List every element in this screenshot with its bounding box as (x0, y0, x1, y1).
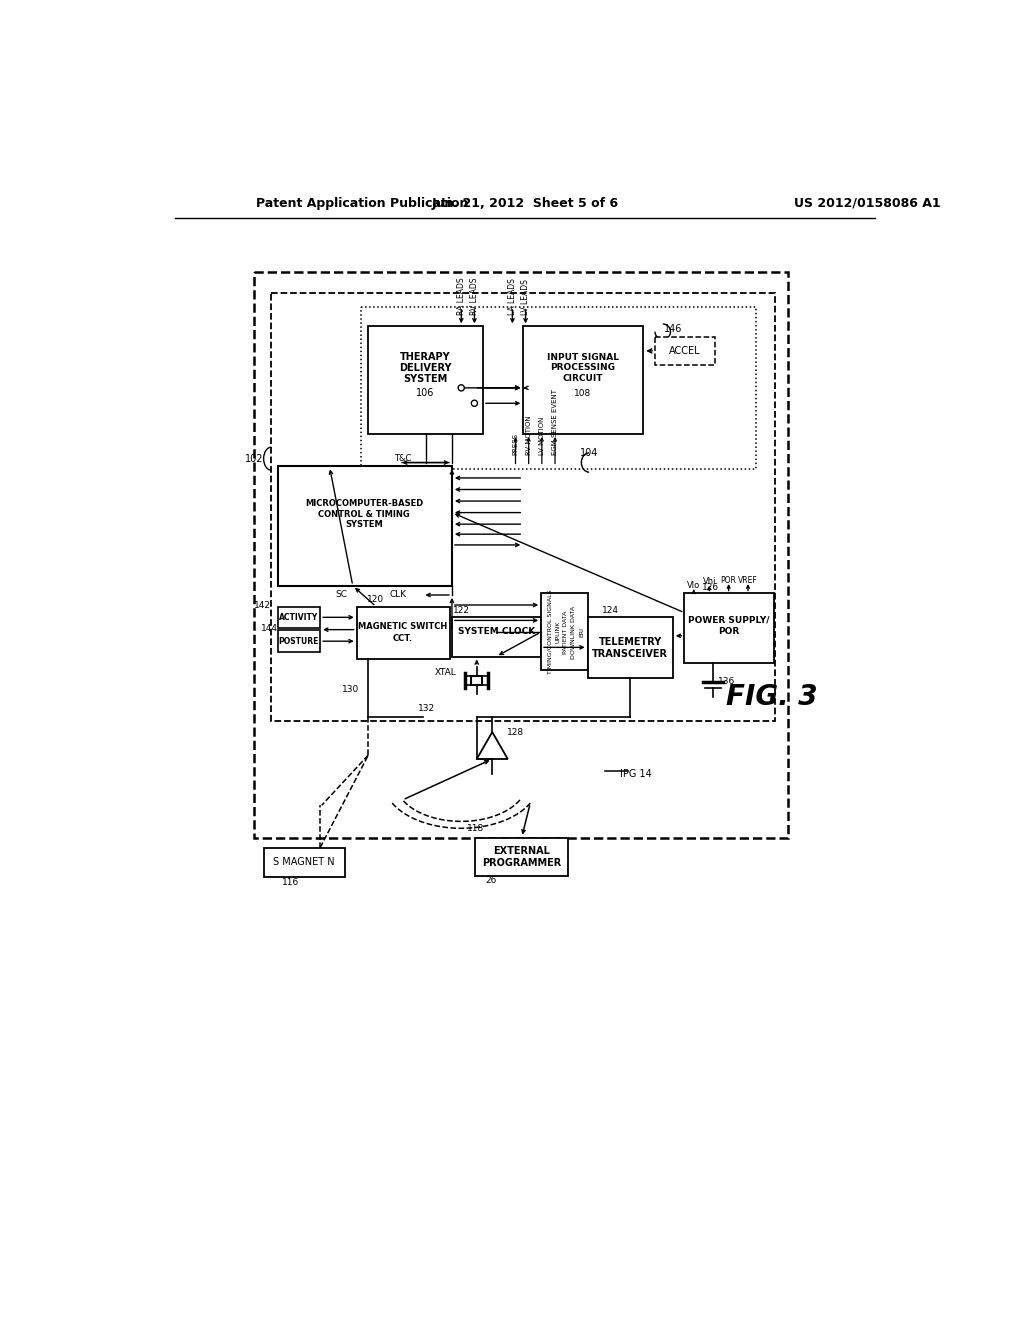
Text: 130: 130 (342, 685, 359, 694)
Text: 146: 146 (664, 325, 682, 334)
Text: ACTIVITY: ACTIVITY (279, 612, 318, 622)
Text: TRANSCEIVER: TRANSCEIVER (592, 648, 669, 659)
Text: RV LEADS: RV LEADS (470, 279, 479, 315)
Text: DOWNLINK DATA: DOWNLINK DATA (571, 606, 577, 659)
Text: THERAPY: THERAPY (400, 352, 451, 362)
Bar (278, 466, 452, 586)
Text: TIMING/CONTROL SIGNALS: TIMING/CONTROL SIGNALS (548, 590, 553, 675)
Bar (655, 337, 716, 364)
Text: RA LEADS: RA LEADS (457, 277, 466, 315)
Text: SYSTEM: SYSTEM (403, 374, 447, 384)
Bar (471, 676, 482, 685)
Text: 120: 120 (368, 595, 385, 605)
Text: IPG 14: IPG 14 (621, 770, 652, 779)
Text: ERI: ERI (579, 627, 584, 638)
Text: 104: 104 (580, 447, 598, 458)
Text: EXTERNAL: EXTERNAL (494, 846, 550, 857)
Text: 108: 108 (574, 389, 592, 397)
Bar (278, 631, 321, 652)
Text: LV LEADS: LV LEADS (521, 280, 530, 315)
Text: Vlo: Vlo (687, 581, 700, 590)
Text: CCT.: CCT. (393, 634, 414, 643)
Bar (278, 607, 321, 628)
Bar (360, 308, 756, 469)
Text: POWER SUPPLY/: POWER SUPPLY/ (688, 616, 769, 624)
Text: 136: 136 (718, 677, 735, 686)
Text: POR: POR (721, 576, 736, 585)
Text: SYSTEM: SYSTEM (345, 520, 383, 529)
Text: DELIVERY: DELIVERY (399, 363, 452, 372)
Text: S MAGNET N: S MAGNET N (273, 857, 335, 867)
Text: 128: 128 (507, 727, 524, 737)
Text: CIRCUIT: CIRCUIT (562, 374, 603, 383)
Bar (475, 837, 568, 876)
Text: Vhi: Vhi (702, 577, 716, 586)
Bar (356, 607, 450, 659)
Bar (541, 594, 588, 671)
Text: 122: 122 (453, 606, 470, 615)
Text: Patent Application Publication: Patent Application Publication (256, 197, 468, 210)
Text: 102: 102 (245, 454, 263, 463)
Text: 144: 144 (260, 624, 278, 634)
Text: PATIENT DATA: PATIENT DATA (563, 610, 568, 653)
Text: UPLINK: UPLINK (556, 620, 560, 643)
Text: POR: POR (718, 627, 739, 636)
Text: PRESS: PRESS (512, 433, 518, 455)
Text: US 2012/0158086 A1: US 2012/0158086 A1 (795, 197, 941, 210)
Text: CLK: CLK (389, 590, 407, 599)
Bar (452, 616, 541, 656)
Bar (271, 293, 775, 721)
Circle shape (471, 400, 477, 407)
Text: 116: 116 (283, 878, 299, 887)
Text: EGM SENSE EVENT: EGM SENSE EVENT (552, 389, 558, 455)
Text: INPUT SIGNAL: INPUT SIGNAL (547, 352, 618, 362)
Text: RV MOTION: RV MOTION (525, 416, 531, 455)
Text: T&C: T&C (394, 454, 412, 463)
Bar (254, 272, 788, 838)
Text: TELEMETRY: TELEMETRY (599, 638, 662, 647)
Text: 106: 106 (417, 388, 435, 399)
Text: FIG. 3: FIG. 3 (725, 684, 817, 711)
Bar (369, 326, 483, 434)
Text: 26: 26 (485, 876, 497, 886)
Bar (684, 594, 773, 663)
Text: CONTROL & TIMING: CONTROL & TIMING (318, 510, 411, 519)
Bar (523, 326, 643, 434)
Text: 124: 124 (602, 606, 620, 615)
Bar (263, 847, 345, 876)
Bar (588, 616, 673, 678)
Text: 118: 118 (467, 824, 483, 833)
Text: PROGRAMMER: PROGRAMMER (482, 858, 561, 869)
Text: POSTURE: POSTURE (279, 636, 318, 645)
Text: 142: 142 (254, 601, 271, 610)
Text: LA LEADS: LA LEADS (508, 279, 517, 315)
Text: 132: 132 (418, 705, 435, 713)
Circle shape (458, 385, 464, 391)
Text: SYSTEM CLOCK: SYSTEM CLOCK (458, 627, 535, 636)
Text: MAGNETIC SWITCH: MAGNETIC SWITCH (358, 622, 447, 631)
Text: 126: 126 (702, 583, 720, 591)
Text: Jun. 21, 2012  Sheet 5 of 6: Jun. 21, 2012 Sheet 5 of 6 (431, 197, 618, 210)
Text: ACCEL: ACCEL (670, 346, 701, 356)
Text: PROCESSING: PROCESSING (551, 363, 615, 372)
Text: VREF: VREF (738, 576, 758, 585)
Text: SC: SC (335, 590, 347, 599)
Text: XTAL: XTAL (435, 668, 457, 677)
Text: MICROCOMPUTER-BASED: MICROCOMPUTER-BASED (305, 499, 424, 508)
Text: LV MOTION: LV MOTION (539, 417, 545, 455)
